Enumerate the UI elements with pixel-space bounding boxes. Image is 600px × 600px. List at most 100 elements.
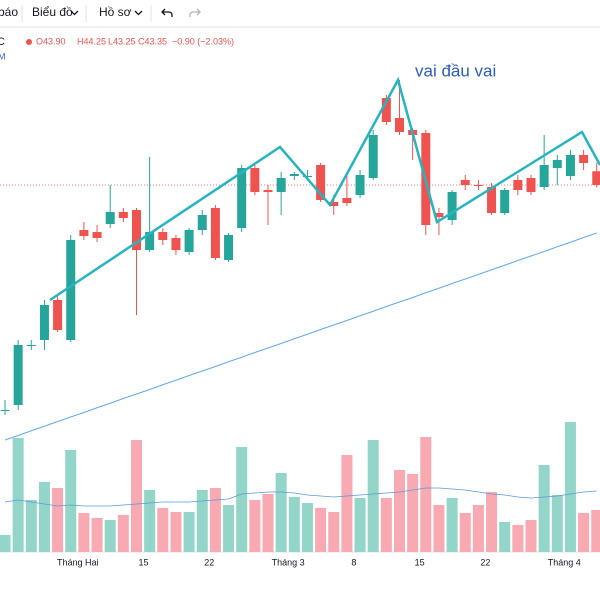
volume-bar — [12, 438, 24, 552]
candle-body — [132, 210, 141, 250]
volume-bar — [78, 513, 90, 552]
candle-body — [66, 240, 76, 340]
candle-body — [237, 168, 247, 228]
volume-bar — [104, 520, 116, 552]
candle-body — [289, 174, 299, 176]
volume-bar — [354, 498, 366, 552]
candle-body — [276, 178, 286, 192]
candle-body — [539, 165, 549, 187]
x-tick-label: Tháng 3 — [272, 557, 305, 567]
volume-bar — [301, 503, 313, 552]
candle-body — [210, 208, 220, 258]
toolbar-item[interactable]: Hồ sơ — [99, 5, 132, 19]
redo-icon[interactable] — [189, 8, 201, 17]
candle-body — [171, 238, 181, 250]
status-dot — [26, 39, 32, 45]
volume-bar — [52, 488, 64, 552]
volume-bar — [564, 422, 576, 552]
volume-bar — [315, 508, 327, 552]
candle-body — [526, 178, 536, 192]
volume-bar — [472, 505, 484, 552]
candle-body — [447, 192, 457, 220]
candle-body — [342, 198, 352, 203]
volume-bar — [0, 535, 11, 552]
candle-body — [0, 410, 10, 411]
volume-ma-line — [4, 487, 597, 507]
legend-low: L43.25 — [108, 36, 136, 46]
x-tick-label: 15 — [415, 557, 425, 567]
volume-bar — [486, 492, 498, 552]
legend: C O43.90 H44.25 L43.25 C43.35 −0.90 (−2.… — [0, 36, 234, 61]
volume-bar — [236, 447, 248, 552]
candle-body — [355, 175, 365, 195]
candle-body — [39, 305, 49, 340]
candle-body — [513, 180, 523, 190]
volume-bar — [25, 500, 37, 552]
volume-bar — [328, 512, 340, 552]
candle-body — [434, 213, 444, 217]
volume-bar — [91, 518, 103, 552]
x-tick-label: Tháng Hai — [57, 557, 99, 567]
volume-bar — [223, 505, 235, 552]
volume-bar — [459, 513, 471, 552]
candle-body — [13, 345, 23, 405]
volume-bar — [538, 465, 550, 552]
annotation: vai đầu vai — [415, 61, 496, 80]
dropdown-icon[interactable] — [70, 10, 79, 16]
candle-body — [592, 171, 600, 185]
undo-icon[interactable] — [161, 8, 173, 17]
candle-body — [26, 345, 36, 346]
volume-bar — [512, 525, 524, 552]
toolbar-item[interactable]: báo — [0, 5, 18, 19]
candle-body — [368, 135, 378, 178]
volume-bar — [420, 437, 432, 552]
x-tick-label: 22 — [204, 557, 214, 567]
legend-open: O43.90 — [36, 36, 66, 46]
candle-body — [145, 232, 155, 250]
ma-line — [4, 232, 597, 441]
volume-bar — [157, 508, 169, 552]
candle-body — [552, 160, 562, 168]
legend-high: H44.25 — [77, 36, 106, 46]
volume-bar — [499, 522, 511, 552]
x-tick-label: 8 — [351, 557, 356, 567]
volume-bar — [209, 488, 221, 552]
candle-body — [250, 168, 260, 192]
candle-body — [329, 202, 339, 206]
volume-bar — [341, 455, 353, 552]
toolbar: báo Biểu đồ Hồ sơ — [0, 0, 600, 28]
x-tick-label: Tháng 4 — [548, 557, 581, 567]
volume-bar — [144, 490, 156, 552]
volume-bar — [433, 505, 445, 552]
legend-change: −0.90 (−2.03%) — [172, 36, 234, 46]
volume-bar — [275, 473, 287, 552]
toolbar-item[interactable]: Biểu đồ — [32, 5, 73, 19]
volume-bar — [591, 510, 600, 552]
volume-bar — [551, 495, 563, 552]
candle-body — [473, 185, 483, 186]
candle-body — [460, 180, 470, 185]
volume-bar — [407, 474, 419, 552]
volume-bar — [394, 470, 405, 552]
exchange: M — [0, 51, 6, 61]
candle-body — [92, 232, 102, 238]
dropdown-icon[interactable] — [134, 10, 143, 16]
candle-body — [197, 215, 207, 230]
candle-body — [105, 212, 115, 224]
candle-body — [53, 300, 63, 330]
candle-body — [118, 212, 128, 218]
volume-bar — [525, 520, 537, 552]
volume-bar — [38, 482, 50, 552]
volume-bar — [170, 512, 182, 552]
candle-body — [500, 190, 510, 213]
volume-bar — [380, 498, 392, 552]
candle-body — [381, 98, 391, 122]
candle-body — [79, 230, 89, 236]
volume-bar — [196, 490, 208, 552]
volume-bar — [578, 513, 590, 552]
x-tick-label: 15 — [138, 557, 148, 567]
volume-bar — [446, 498, 458, 552]
candle-body — [263, 190, 273, 192]
